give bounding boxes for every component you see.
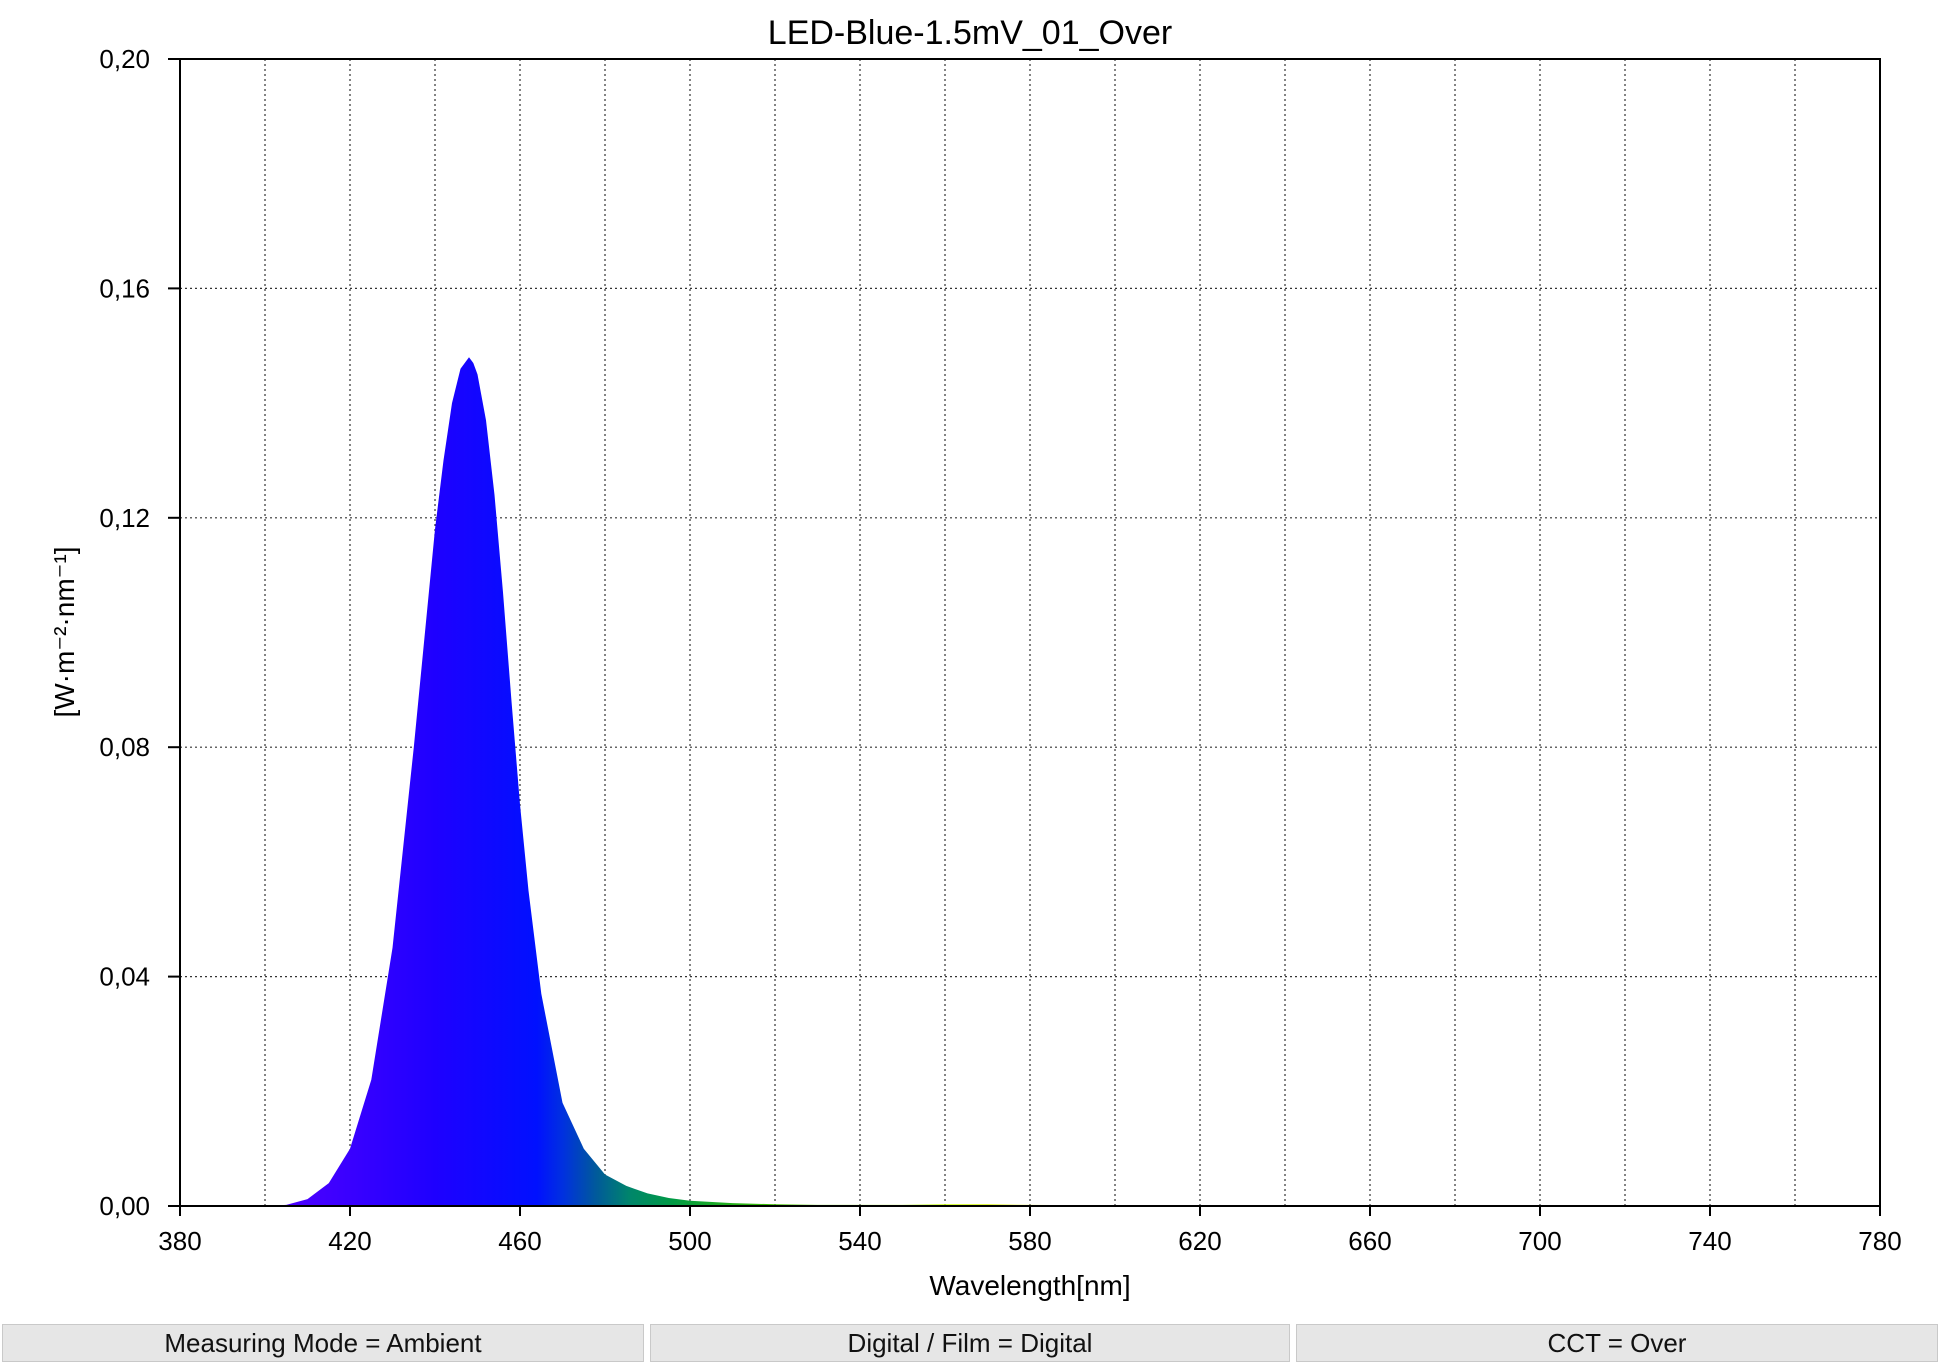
- x-tick-label: 420: [328, 1226, 371, 1256]
- measuring-mode-status: Measuring Mode = Ambient: [2, 1324, 644, 1362]
- y-tick-label: 0,04: [99, 962, 150, 992]
- plot-area: [265, 357, 1880, 1206]
- x-tick-label: 620: [1178, 1226, 1221, 1256]
- chart-title: LED-Blue-1.5mV_01_Over: [768, 14, 1172, 52]
- x-tick-label: 660: [1348, 1226, 1391, 1256]
- y-tick-label: 0,00: [99, 1191, 150, 1221]
- x-tick-label: 780: [1858, 1226, 1901, 1256]
- grid-lines: [180, 59, 1880, 1206]
- y-tick-label: 0,08: [99, 732, 150, 762]
- spectrum-chart: LED-Blue-1.5mV_01_Over 380 420 460 500 540 58…: [49, 14, 1902, 1301]
- x-tick-label: 540: [838, 1226, 881, 1256]
- status-bar: Measuring Mode = Ambient Digital / Film …: [0, 1318, 1940, 1366]
- cct-status: CCT = Over: [1296, 1324, 1938, 1362]
- x-tick-label: 460: [498, 1226, 541, 1256]
- x-axis-label: Wavelength[nm]: [929, 1270, 1130, 1301]
- x-tick-label: 740: [1688, 1226, 1731, 1256]
- spectrum-area: [265, 357, 1880, 1206]
- axis-ticks: 380 420 460 500 540 580 620 660 700 740 780 0,00 0,0…: [99, 44, 1901, 1256]
- y-tick-label: 0,12: [99, 503, 150, 533]
- x-tick-label: 500: [668, 1226, 711, 1256]
- digital-film-status: Digital / Film = Digital: [650, 1324, 1290, 1362]
- x-tick-label: 700: [1518, 1226, 1561, 1256]
- y-tick-label: 0,20: [99, 44, 150, 74]
- x-tick-label: 580: [1008, 1226, 1051, 1256]
- x-tick-label: 380: [158, 1226, 201, 1256]
- y-axis-label: [W·m⁻²·nm⁻¹]: [49, 546, 80, 717]
- y-tick-label: 0,16: [99, 273, 150, 303]
